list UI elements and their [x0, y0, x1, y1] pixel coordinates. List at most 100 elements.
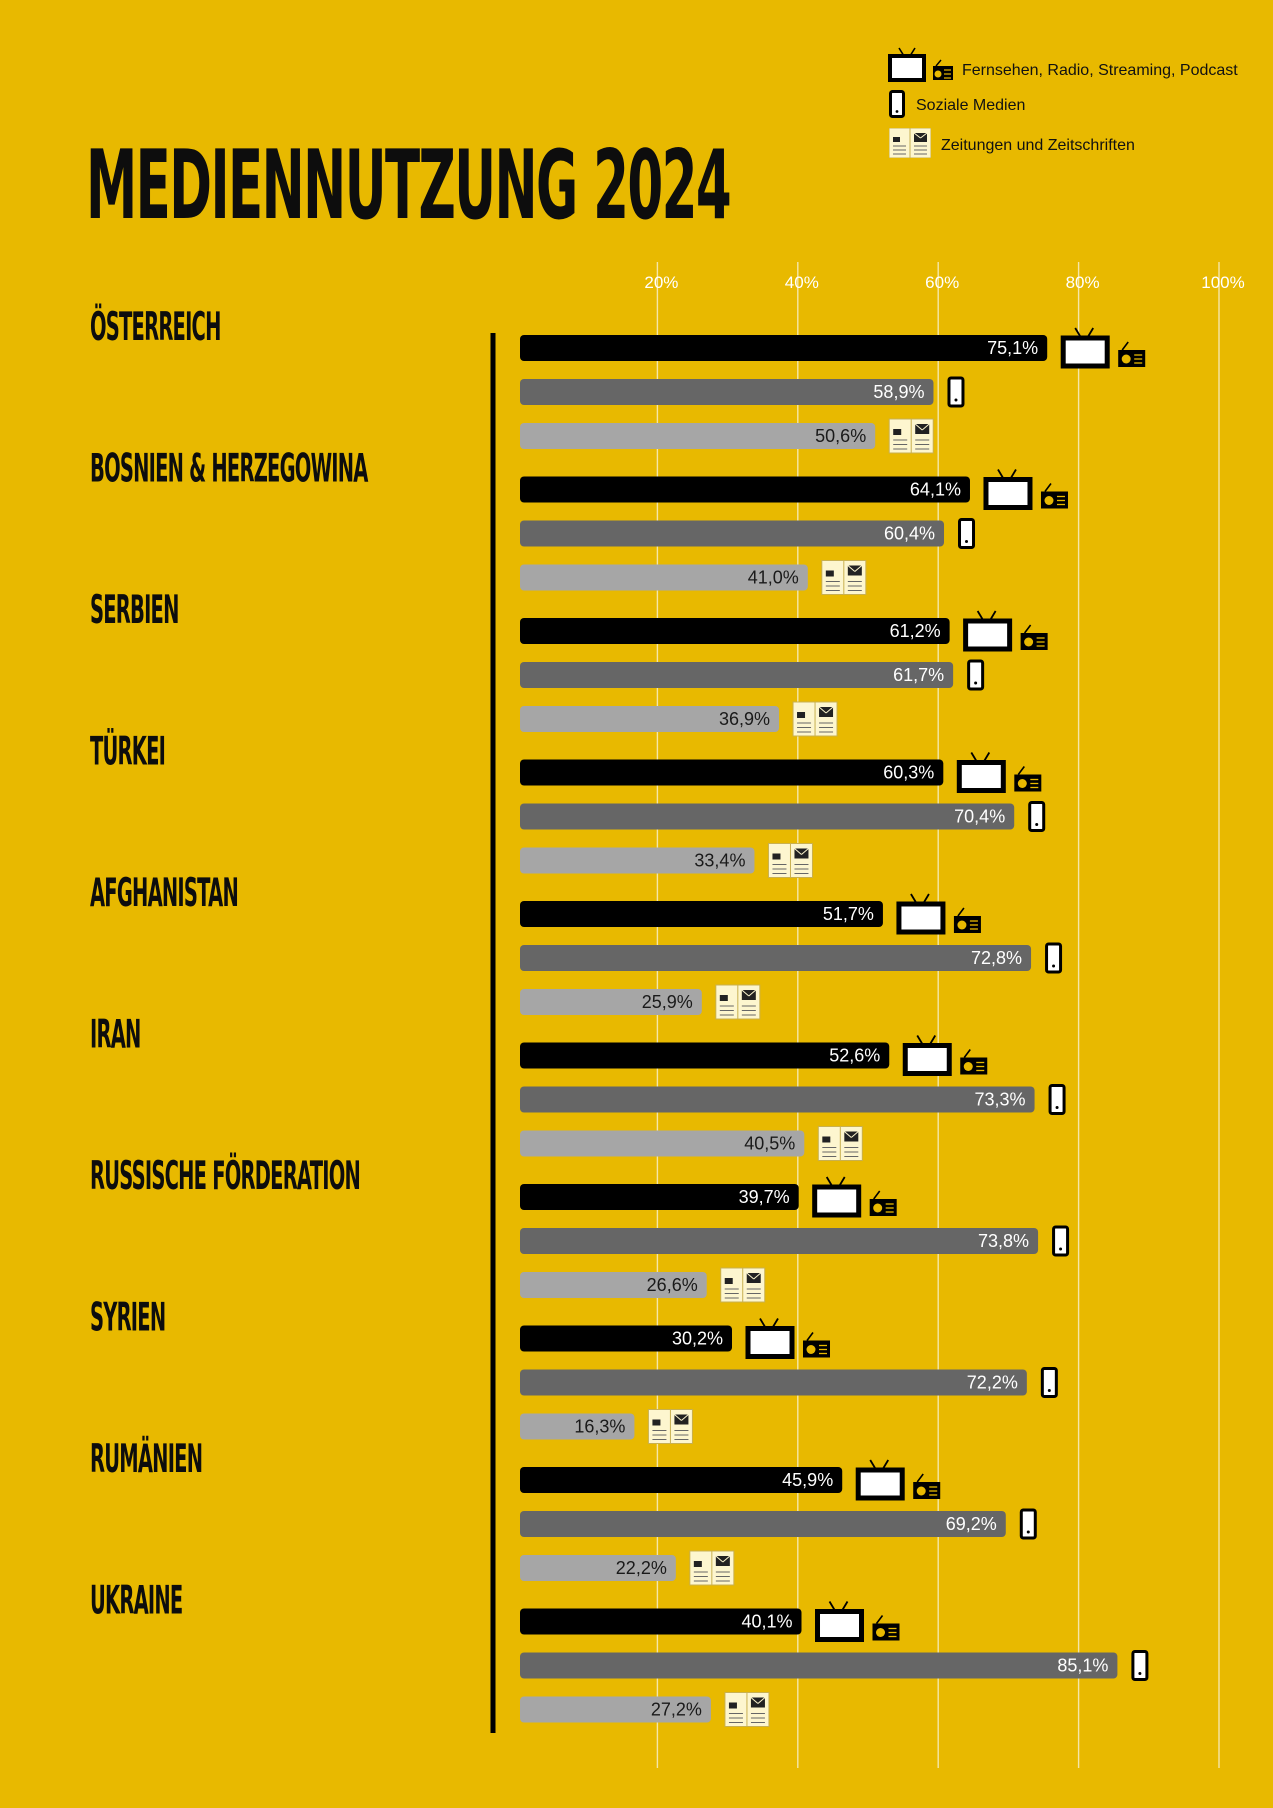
- bar: [520, 1608, 802, 1635]
- value-label: 16,3%: [574, 1417, 625, 1437]
- newspaper-icon: [715, 984, 761, 1020]
- bar: [520, 1652, 1118, 1679]
- smartphone-icon: [1052, 1225, 1070, 1257]
- smartphone-icon: [1131, 1650, 1149, 1681]
- bar: [520, 1086, 1035, 1113]
- value-label: 40,1%: [741, 1612, 792, 1632]
- bar: [520, 1467, 843, 1493]
- tick-label-80: 80%: [1066, 273, 1100, 292]
- value-label: 72,8%: [971, 948, 1022, 968]
- newspaper-icon: [689, 1550, 735, 1586]
- country-label: BOSNIEN & HERZEGOWINA: [90, 447, 369, 491]
- legend-label-tv: Fernsehen, Radio, Streaming, Podcast: [962, 62, 1238, 79]
- bar: [520, 1272, 707, 1298]
- smartphone-icon: [1028, 801, 1046, 832]
- bar: [520, 1325, 733, 1352]
- tv-radio-icon: [956, 752, 1042, 793]
- bar: [520, 1369, 1027, 1396]
- bar: [520, 1555, 676, 1581]
- newspaper-icon: [817, 1126, 863, 1161]
- value-label: 70,4%: [954, 807, 1005, 827]
- value-label: 58,9%: [873, 382, 924, 402]
- bar: [520, 564, 808, 591]
- country-label: RUMÄNIEN: [90, 1437, 202, 1482]
- newspaper-icon: [792, 701, 838, 737]
- legend-label-social: Soziale Medien: [916, 97, 1026, 114]
- bar: [520, 1413, 635, 1440]
- bar: [520, 1696, 711, 1723]
- smartphone-icon: [947, 376, 965, 408]
- value-label: 27,2%: [651, 1700, 702, 1720]
- value-label: 45,9%: [782, 1470, 833, 1490]
- bar: [520, 759, 944, 786]
- bar: [520, 1130, 805, 1157]
- smartphone-icon: [958, 518, 976, 549]
- bar: [520, 901, 883, 927]
- value-label: 60,4%: [884, 524, 935, 544]
- value-label: 73,3%: [975, 1090, 1026, 1110]
- newspaper-icon: [647, 1409, 693, 1444]
- bar: [520, 989, 702, 1015]
- bar: [520, 662, 954, 688]
- page-title: MEDIENNUTZUNG 2024: [86, 129, 732, 241]
- newspaper-icon: [888, 418, 934, 454]
- legend-newspaper-icon: [889, 128, 931, 158]
- tv-radio-icon: [815, 1601, 900, 1642]
- bar: [520, 335, 1048, 361]
- smartphone-icon: [967, 659, 985, 691]
- legend-label-print: Zeitungen und Zeitschriften: [941, 137, 1135, 154]
- value-label: 33,4%: [694, 851, 745, 871]
- value-label: 51,7%: [823, 904, 874, 924]
- bar-layer: [520, 327, 1149, 1727]
- value-label: 50,6%: [815, 426, 866, 446]
- country-label: TÜRKEI: [90, 728, 165, 775]
- legend-tv-radio-icon: [888, 47, 953, 82]
- value-label: 85,1%: [1057, 1656, 1108, 1676]
- value-label: 52,6%: [829, 1046, 880, 1066]
- value-label: 75,1%: [987, 338, 1038, 358]
- newspaper-icon: [767, 843, 813, 878]
- value-label: 60,3%: [883, 763, 934, 783]
- value-label: 26,6%: [647, 1275, 698, 1295]
- country-label: AFGHANISTAN: [90, 872, 238, 916]
- bar: [520, 1184, 799, 1210]
- tv-radio-icon: [812, 1176, 897, 1218]
- bar: [520, 847, 755, 874]
- bar: [520, 706, 780, 732]
- bar: [520, 1042, 890, 1069]
- smartphone-icon: [1045, 942, 1063, 974]
- tick-label-20: 20%: [644, 273, 678, 292]
- value-label: 72,2%: [967, 1373, 1018, 1393]
- value-label: 73,8%: [978, 1231, 1029, 1251]
- value-label: 30,2%: [672, 1329, 723, 1349]
- newspaper-icon: [720, 1267, 766, 1303]
- tv-radio-icon: [963, 610, 1048, 652]
- smartphone-icon: [1048, 1084, 1066, 1115]
- value-label: 41,0%: [748, 568, 799, 588]
- tick-label-60: 60%: [925, 273, 959, 292]
- bar: [520, 476, 970, 503]
- value-label: 64,1%: [910, 480, 961, 500]
- smartphone-icon: [1040, 1367, 1058, 1398]
- tv-radio-icon: [983, 469, 1068, 510]
- tv-radio-icon: [1060, 327, 1146, 369]
- bar: [520, 520, 945, 547]
- newspaper-icon: [821, 560, 867, 595]
- legend: Fernsehen, Radio, Streaming, Podcast Soz…: [0, 0, 1273, 170]
- tv-radio-icon: [855, 1459, 941, 1501]
- smartphone-icon: [1019, 1508, 1037, 1540]
- legend-smartphone-icon: [889, 90, 905, 118]
- value-label: 36,9%: [719, 709, 770, 729]
- country-label: IRAN: [90, 1013, 141, 1057]
- bar: [520, 803, 1015, 830]
- bar: [520, 1511, 1006, 1537]
- value-label: 22,2%: [616, 1558, 667, 1578]
- tv-radio-icon: [896, 893, 981, 935]
- bar: [520, 945, 1032, 971]
- tick-label-40: 40%: [785, 273, 819, 292]
- country-label: UKRAINE: [90, 1579, 182, 1623]
- bar: [520, 379, 934, 405]
- tick-label-100: 100%: [1201, 273, 1244, 292]
- bar: [520, 1228, 1039, 1254]
